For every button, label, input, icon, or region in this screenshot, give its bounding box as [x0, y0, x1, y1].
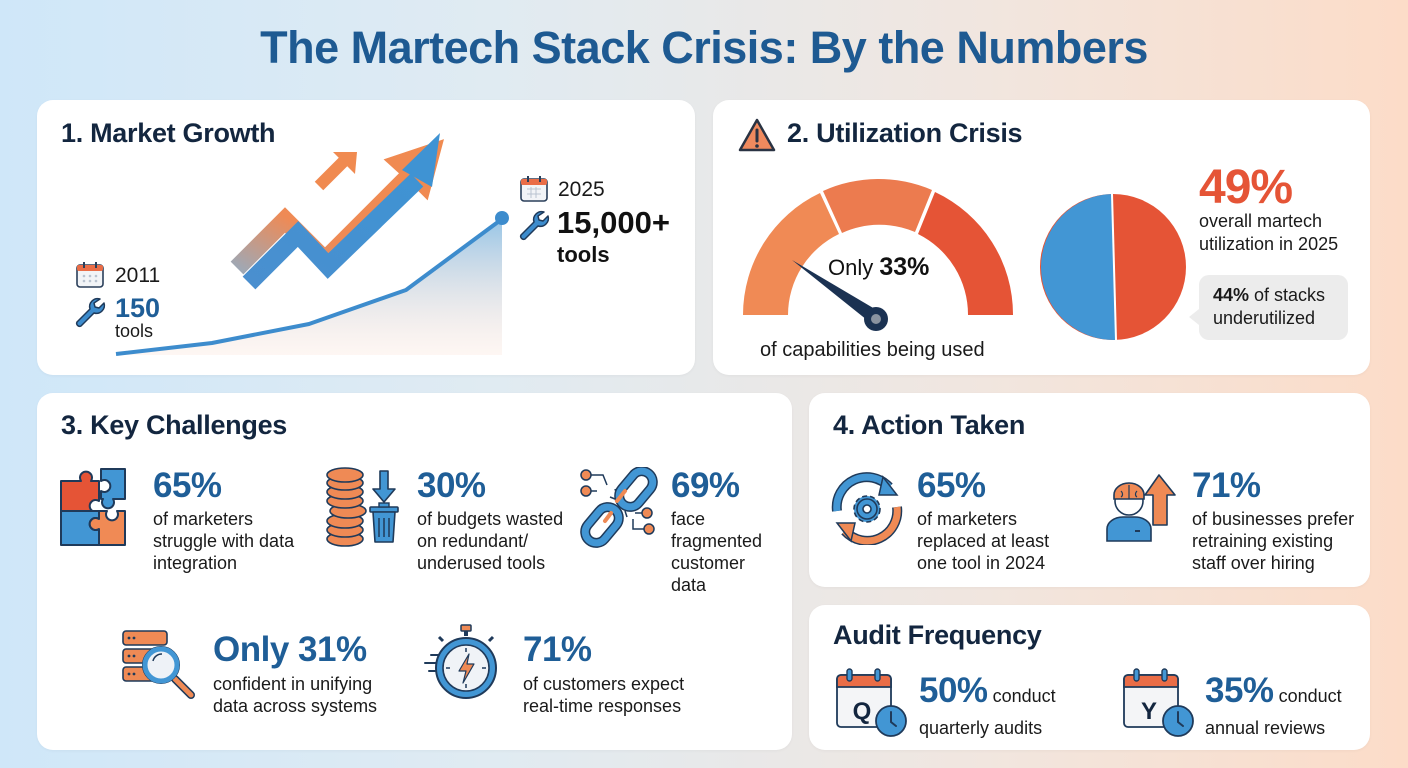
gauge-chart — [742, 179, 1014, 331]
challenge-value: 65% — [153, 466, 222, 505]
person-brain-arrow-icon — [1105, 471, 1179, 543]
broken-link-icon — [577, 466, 663, 549]
end-value: 15,000+ — [557, 205, 670, 240]
audit-frequency-heading: Audit Frequency — [833, 620, 1042, 650]
gauge-label: Only 33% — [828, 253, 930, 281]
wrench-icon — [517, 208, 551, 242]
audit-item-annual: 35% conduct annual reviews — [1205, 671, 1342, 739]
challenge-value: Only 31% — [213, 630, 367, 669]
svg-text:Y: Y — [1141, 698, 1157, 725]
calendar-icon — [75, 261, 105, 289]
challenge-item-3: 69% face fragmented customer data — [671, 467, 762, 596]
calendar-q-clock-icon: Q — [835, 667, 911, 739]
audit-frequency-card: Audit Frequency Q 50% conduct quarterly … — [809, 605, 1370, 750]
challenge-item-5: 71% of customers expect real-time respon… — [523, 631, 684, 717]
market-growth-heading: 1. Market Growth — [61, 118, 276, 148]
challenge-description: of marketers struggle with data integrat… — [153, 509, 295, 573]
challenge-description: of budgets wasted on redundant/ underuse… — [417, 509, 564, 573]
coins-trash-icon — [325, 467, 405, 549]
refresh-gear-icon — [831, 471, 903, 546]
challenge-item-1: 65% of marketers struggle with data inte… — [153, 467, 294, 574]
wrench-icon — [73, 295, 107, 329]
action-taken-card: 4. Action Taken 65% of marketers replace… — [809, 393, 1370, 587]
overall-utilization-value: 49% — [1199, 161, 1293, 214]
underutilized-callout: 44% of stacks underutilized — [1189, 275, 1348, 340]
callout-value: 44% — [1213, 285, 1250, 305]
end-year: 2025 — [558, 178, 605, 201]
utilization-card: 2. Utilization Crisis Only 33% of capabi… — [713, 100, 1370, 375]
challenge-value: 69% — [671, 466, 740, 505]
challenge-description: face fragmented customer data — [671, 509, 763, 595]
action-description: of businesses prefer retraining existing… — [1192, 509, 1355, 573]
challenge-value: 30% — [417, 466, 486, 505]
challenge-description: confident in unifying data across system… — [213, 674, 378, 716]
growth-arrow-icon — [230, 133, 444, 290]
calendar-y-clock-icon: Y — [1122, 667, 1198, 739]
end-unit: tools — [557, 242, 610, 267]
action-taken-heading: 4. Action Taken — [833, 410, 1026, 440]
action-item-1: 65% of marketers replaced at least one t… — [917, 467, 1049, 574]
audit-item-quarterly: 50% conduct quarterly audits — [919, 671, 1056, 739]
action-item-2: 71% of businesses prefer retraining exis… — [1192, 467, 1354, 574]
page-title: The Martech Stack Crisis: By the Numbers — [260, 22, 1148, 73]
action-description: of marketers replaced at least one tool … — [917, 509, 1050, 573]
overall-utilization-caption: overall martech utilization in 2025 — [1199, 211, 1339, 254]
gauge-needle — [792, 260, 888, 331]
challenge-item-4: Only 31% confident in unifying data acro… — [213, 631, 377, 717]
growth-chart — [115, 133, 509, 356]
svg-text:Q: Q — [853, 698, 872, 725]
calendar-icon — [519, 175, 549, 203]
challenge-value: 71% — [523, 630, 592, 669]
utilization-heading: 2. Utilization Crisis — [787, 118, 1023, 148]
audit-value: 50% — [919, 671, 988, 710]
start-year: 2011 — [115, 264, 161, 287]
utilization-pie-chart — [1040, 193, 1186, 341]
key-challenges-card: 3. Key Challenges 65% of marketers strug… — [37, 393, 792, 750]
warning-icon — [737, 117, 777, 153]
stopwatch-icon — [423, 621, 503, 703]
action-value: 65% — [917, 466, 986, 505]
challenge-description: of customers expect real-time responses — [523, 674, 685, 716]
puzzle-icon — [57, 467, 129, 549]
challenge-item-2: 30% of budgets wasted on redundant/ unde… — [417, 467, 563, 574]
market-growth-card: 1. Market Growth — [37, 100, 695, 375]
key-challenges-heading: 3. Key Challenges — [61, 410, 287, 440]
audit-value: 35% — [1205, 671, 1274, 710]
gauge-value: 33% — [879, 253, 930, 281]
start-value: 150 — [115, 293, 161, 323]
gauge-caption: of capabilities being used — [760, 339, 985, 361]
database-search-icon — [121, 629, 201, 701]
action-value: 71% — [1192, 466, 1261, 505]
start-unit: tools — [115, 321, 154, 341]
